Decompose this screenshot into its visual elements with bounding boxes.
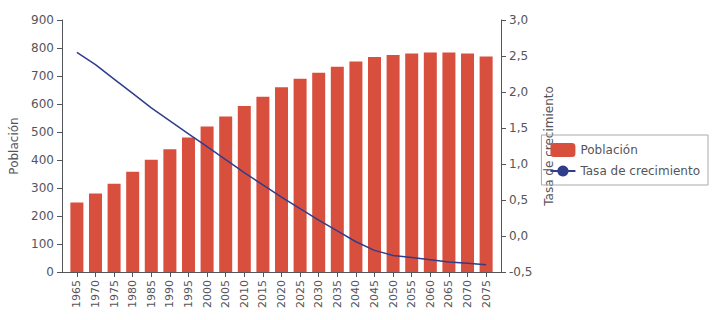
svg-text:900: 900 bbox=[31, 13, 54, 27]
svg-text:200: 200 bbox=[31, 209, 54, 223]
svg-text:1990: 1990 bbox=[163, 280, 176, 308]
svg-text:2,5: 2,5 bbox=[509, 49, 528, 63]
svg-text:0,5: 0,5 bbox=[509, 193, 528, 207]
svg-text:2065: 2065 bbox=[442, 280, 455, 308]
svg-text:1970: 1970 bbox=[89, 280, 102, 308]
svg-text:2025: 2025 bbox=[294, 280, 307, 308]
svg-text:Población: Población bbox=[580, 143, 637, 157]
svg-text:2050: 2050 bbox=[387, 280, 400, 308]
svg-text:0: 0 bbox=[46, 265, 54, 279]
svg-text:2,0: 2,0 bbox=[509, 85, 528, 99]
svg-text:700: 700 bbox=[31, 69, 54, 83]
svg-text:2040: 2040 bbox=[349, 280, 362, 308]
svg-text:2015: 2015 bbox=[256, 280, 269, 308]
svg-text:2045: 2045 bbox=[368, 280, 381, 308]
svg-text:2010: 2010 bbox=[238, 280, 251, 308]
svg-text:800: 800 bbox=[31, 41, 54, 55]
svg-text:2030: 2030 bbox=[312, 280, 325, 308]
svg-text:1965: 1965 bbox=[70, 280, 83, 308]
svg-text:2075: 2075 bbox=[480, 280, 493, 308]
svg-text:500: 500 bbox=[31, 125, 54, 139]
svg-text:100: 100 bbox=[31, 237, 54, 251]
svg-text:2020: 2020 bbox=[275, 280, 288, 308]
svg-text:2005: 2005 bbox=[219, 280, 232, 308]
svg-text:1,0: 1,0 bbox=[509, 157, 528, 171]
svg-text:2055: 2055 bbox=[405, 280, 418, 308]
svg-text:2070: 2070 bbox=[461, 280, 474, 308]
svg-text:1975: 1975 bbox=[108, 280, 121, 308]
svg-text:600: 600 bbox=[31, 97, 54, 111]
svg-text:1985: 1985 bbox=[145, 280, 158, 308]
svg-text:0,0: 0,0 bbox=[509, 229, 528, 243]
svg-text:2035: 2035 bbox=[331, 280, 344, 308]
svg-text:1995: 1995 bbox=[182, 280, 195, 308]
svg-text:Tasa de crecimiento: Tasa de crecimiento bbox=[579, 164, 700, 178]
svg-text:3,0: 3,0 bbox=[509, 13, 528, 27]
svg-text:300: 300 bbox=[31, 181, 54, 195]
svg-text:2000: 2000 bbox=[201, 280, 214, 308]
svg-text:Población: Población bbox=[7, 117, 21, 174]
svg-text:1980: 1980 bbox=[126, 280, 139, 308]
svg-text:1,5: 1,5 bbox=[509, 121, 528, 135]
svg-text:-0,5: -0,5 bbox=[509, 265, 532, 279]
svg-text:400: 400 bbox=[31, 153, 54, 167]
svg-text:Tasa de crecimiento: Tasa de crecimiento bbox=[542, 86, 557, 206]
svg-text:2060: 2060 bbox=[424, 280, 437, 308]
